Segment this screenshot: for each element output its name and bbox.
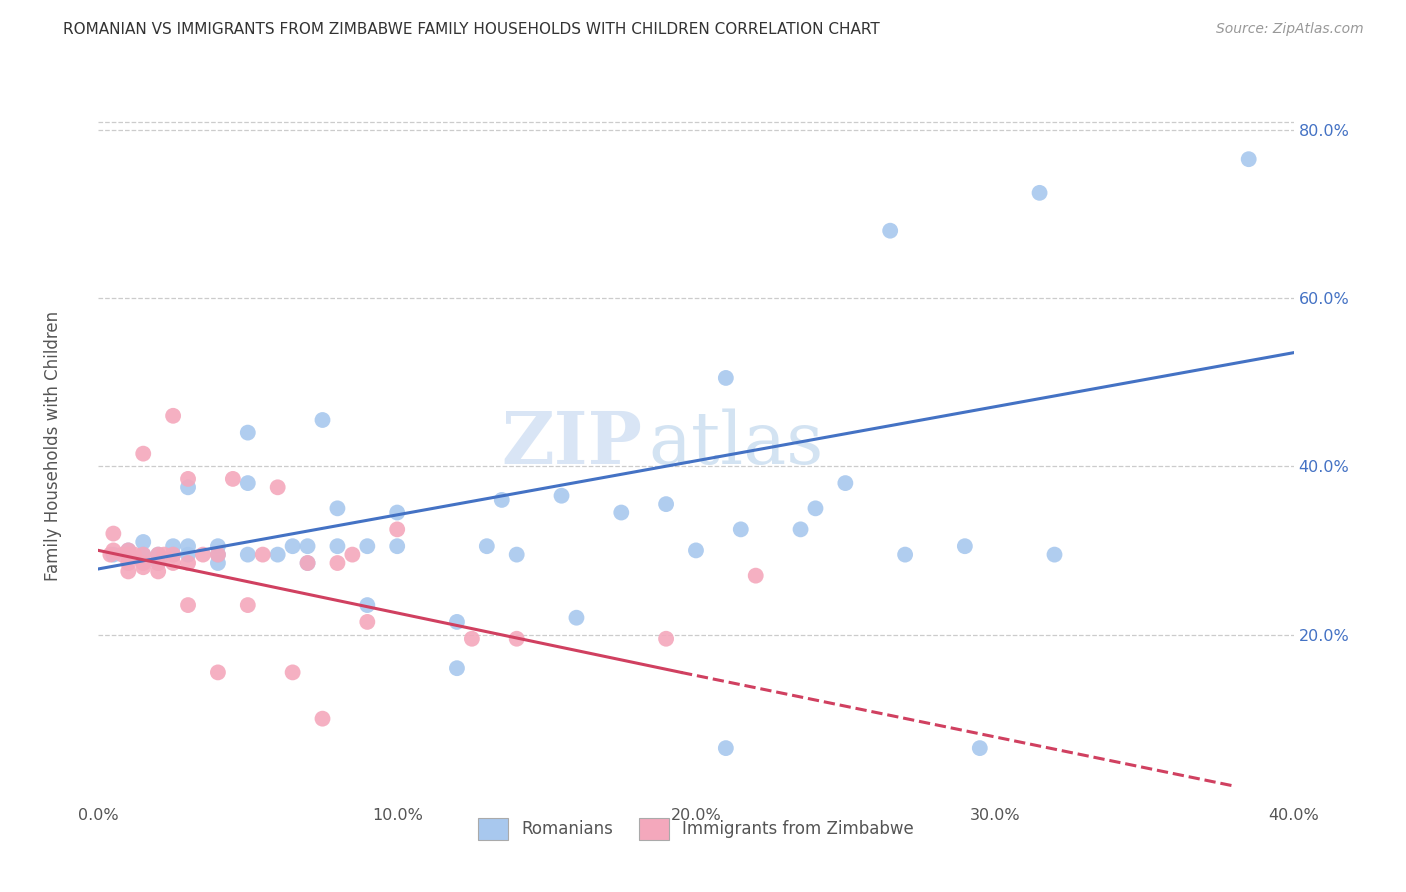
Point <box>124 548 146 562</box>
Point <box>177 598 200 612</box>
Point <box>550 489 572 503</box>
Point <box>177 480 200 494</box>
Point <box>98 548 122 562</box>
Point <box>714 371 737 385</box>
Text: Family Households with Children: Family Households with Children <box>45 311 62 581</box>
Point <box>491 492 513 507</box>
Point <box>177 556 200 570</box>
Legend: Romanians, Immigrants from Zimbabwe: Romanians, Immigrants from Zimbabwe <box>471 812 921 847</box>
Point <box>148 548 170 562</box>
Point <box>207 556 229 570</box>
Point <box>610 506 633 520</box>
Point <box>565 610 588 624</box>
Point <box>117 565 139 579</box>
Point <box>148 556 170 570</box>
Point <box>297 556 319 570</box>
Point <box>177 472 200 486</box>
Point <box>326 556 349 570</box>
Point <box>267 548 290 562</box>
Point <box>162 548 184 562</box>
Point <box>117 543 139 558</box>
Point <box>461 632 484 646</box>
Point <box>385 506 409 520</box>
Point <box>1028 186 1050 200</box>
Point <box>236 476 259 491</box>
Point <box>162 548 184 562</box>
Point <box>207 539 229 553</box>
Point <box>1043 548 1066 562</box>
Point <box>103 526 125 541</box>
Text: ROMANIAN VS IMMIGRANTS FROM ZIMBABWE FAMILY HOUSEHOLDS WITH CHILDREN CORRELATION: ROMANIAN VS IMMIGRANTS FROM ZIMBABWE FAM… <box>63 22 880 37</box>
Point <box>132 556 155 570</box>
Point <box>834 476 856 491</box>
Point <box>111 548 134 562</box>
Point <box>655 497 678 511</box>
Point <box>222 472 245 486</box>
Point <box>252 548 274 562</box>
Point <box>506 632 529 646</box>
Point <box>385 539 409 553</box>
Point <box>177 548 200 562</box>
Point <box>714 741 737 756</box>
Point <box>236 425 259 440</box>
Point <box>311 712 333 726</box>
Point <box>804 501 827 516</box>
Point <box>446 661 468 675</box>
Point <box>162 539 184 553</box>
Point <box>148 548 170 562</box>
Point <box>385 522 409 536</box>
Point <box>148 556 170 570</box>
Point <box>236 598 259 612</box>
Point <box>148 565 170 579</box>
Point <box>162 556 184 570</box>
Point <box>267 480 290 494</box>
Point <box>103 548 125 562</box>
Point <box>177 539 200 553</box>
Text: ZIP: ZIP <box>502 409 643 479</box>
Point <box>297 539 319 553</box>
Point <box>236 548 259 562</box>
Point <box>207 548 229 562</box>
Point <box>969 741 991 756</box>
Point <box>342 548 364 562</box>
Point <box>506 548 529 562</box>
Point <box>894 548 917 562</box>
Point <box>132 560 155 574</box>
Point <box>117 543 139 558</box>
Point <box>117 548 139 562</box>
Point <box>132 548 155 562</box>
Point <box>207 665 229 680</box>
Point <box>162 409 184 423</box>
Point <box>356 598 378 612</box>
Point <box>356 539 378 553</box>
Point <box>326 501 349 516</box>
Point <box>879 224 901 238</box>
Point <box>207 548 229 562</box>
Point <box>132 447 155 461</box>
Point <box>356 615 378 629</box>
Point <box>191 548 214 562</box>
Point <box>685 543 707 558</box>
Point <box>655 632 678 646</box>
Point <box>475 539 498 553</box>
Point <box>446 615 468 629</box>
Point <box>730 522 752 536</box>
Point <box>117 556 139 570</box>
Point <box>103 543 125 558</box>
Point <box>745 568 768 582</box>
Text: Source: ZipAtlas.com: Source: ZipAtlas.com <box>1216 22 1364 37</box>
Point <box>281 539 304 553</box>
Point <box>789 522 811 536</box>
Point <box>953 539 976 553</box>
Text: atlas: atlas <box>648 409 824 479</box>
Point <box>297 556 319 570</box>
Point <box>132 535 155 549</box>
Point <box>311 413 333 427</box>
Point <box>326 539 349 553</box>
Point <box>1237 152 1260 166</box>
Point <box>281 665 304 680</box>
Point <box>132 548 155 562</box>
Point <box>153 548 176 562</box>
